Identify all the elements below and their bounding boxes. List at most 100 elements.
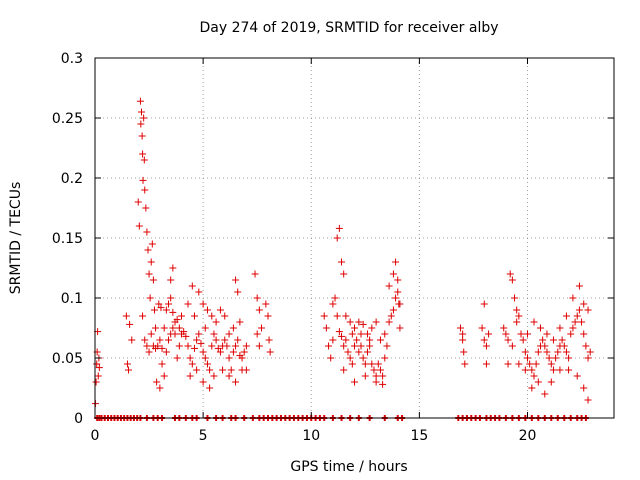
data-point <box>560 342 568 350</box>
data-point <box>556 366 564 374</box>
data-point <box>188 360 196 368</box>
data-point <box>363 348 371 356</box>
data-point <box>508 276 516 284</box>
data-point <box>329 336 337 344</box>
data-point <box>573 312 581 320</box>
data-point <box>351 324 358 332</box>
data-point <box>255 342 263 350</box>
data-point <box>199 300 207 308</box>
x-tick-label: 0 <box>91 428 100 444</box>
data-point <box>485 330 493 338</box>
data-point <box>340 342 348 350</box>
data-point <box>186 354 194 362</box>
data-point <box>212 318 220 326</box>
data-point <box>361 372 369 380</box>
data-point <box>92 378 100 386</box>
data-point <box>232 378 240 386</box>
data-point <box>395 300 403 308</box>
data-point <box>143 342 151 350</box>
data-point <box>171 330 179 338</box>
data-point <box>333 312 341 320</box>
data-point <box>569 294 577 302</box>
data-point <box>539 336 547 344</box>
data-point <box>138 132 146 140</box>
data-point <box>201 324 209 332</box>
data-point <box>342 312 350 320</box>
data-point <box>351 378 358 386</box>
data-point <box>180 328 188 336</box>
data-point <box>93 360 101 368</box>
data-point <box>95 364 103 372</box>
axis-ticks: 0 0.05 0.1 0.15 0.2 0.25 0.3 0 5 10 15 20 <box>52 51 614 444</box>
data-point <box>144 246 152 254</box>
data-point <box>225 354 233 362</box>
data-point <box>363 330 371 338</box>
data-point <box>396 324 404 332</box>
data-point <box>381 354 389 362</box>
data-point <box>146 294 154 302</box>
data-point <box>506 270 514 278</box>
data-point <box>357 342 365 350</box>
y-tick-label: 0.2 <box>61 171 83 187</box>
data-point <box>162 306 170 314</box>
data-point <box>137 108 145 116</box>
data-point <box>236 318 244 326</box>
data-point <box>173 354 181 362</box>
data-point <box>372 318 380 326</box>
data-point <box>141 336 149 344</box>
data-point <box>203 360 211 368</box>
data-point <box>504 336 512 344</box>
data-point <box>530 318 538 326</box>
data-point <box>338 258 346 266</box>
data-point <box>482 360 490 368</box>
data-point <box>178 312 185 320</box>
data-point <box>167 276 175 284</box>
data-point <box>580 384 588 392</box>
data-point <box>210 372 218 380</box>
data-point <box>351 342 358 350</box>
data-point <box>340 366 348 374</box>
data-point <box>158 360 166 368</box>
data-point <box>123 360 131 368</box>
data-point <box>125 366 133 374</box>
data-point <box>327 354 335 362</box>
data-point <box>141 186 149 194</box>
data-point <box>381 330 389 338</box>
data-point <box>376 366 384 374</box>
data-point <box>229 348 237 356</box>
data-point <box>184 342 192 350</box>
data-point <box>338 332 346 340</box>
x-tick-label: 10 <box>302 428 320 444</box>
data-point <box>157 304 165 312</box>
data-point <box>584 306 592 314</box>
data-point <box>513 306 521 314</box>
data-point <box>530 372 538 380</box>
data-point <box>573 372 581 380</box>
x-tick-label: 20 <box>519 428 537 444</box>
data-point <box>162 348 170 356</box>
data-point <box>184 300 192 308</box>
data-point <box>203 306 211 314</box>
data-point <box>524 330 531 338</box>
data-point <box>262 300 270 308</box>
data-point <box>134 198 142 206</box>
data-point <box>575 306 583 314</box>
data-point <box>149 276 157 284</box>
data-point <box>165 300 173 308</box>
data-point <box>186 372 194 380</box>
x-tick-label: 5 <box>199 428 208 444</box>
data-point <box>333 234 341 242</box>
data-point <box>387 312 395 320</box>
data-point <box>543 330 551 338</box>
data-point <box>190 312 198 320</box>
data-point <box>165 336 173 344</box>
data-point <box>562 348 570 356</box>
data-point <box>569 324 577 332</box>
data-point <box>208 342 216 350</box>
y-tick-label: 0.05 <box>52 351 83 367</box>
data-point <box>524 354 531 362</box>
data-point <box>199 348 207 356</box>
data-point <box>532 360 540 368</box>
y-tick-label: 0.3 <box>61 51 83 67</box>
data-point <box>227 366 235 374</box>
